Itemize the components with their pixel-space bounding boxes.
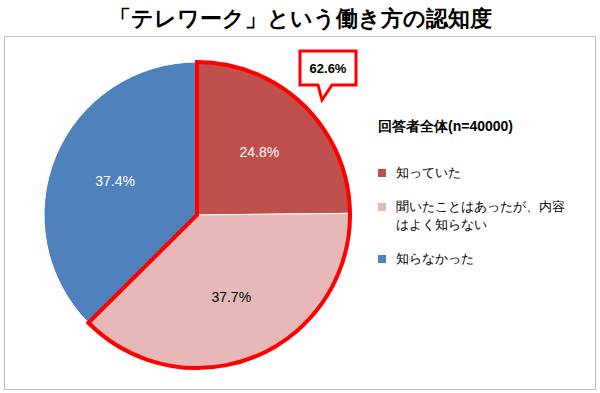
legend-label: 聞いたことはあったが、内容はよく知らない xyxy=(396,199,565,232)
callout: 62.6% xyxy=(300,51,356,100)
legend-swatch xyxy=(378,255,386,263)
callout-box xyxy=(300,51,356,100)
pie-slice xyxy=(44,62,197,323)
chart-root: 「テレワーク」という働き方の認知度 24.8% 37.7% 37.4% 62.6% xyxy=(0,0,600,393)
title: 「テレワーク」という働き方の認知度 xyxy=(109,6,492,31)
legend-item: 知っていた xyxy=(378,164,571,182)
legend-label: 知っていた xyxy=(396,165,461,180)
highlight-outline xyxy=(88,62,350,368)
legend: 回答者全体(n=40000) 知っていた聞いたことはあったが、内容はよく知らない知… xyxy=(378,118,593,284)
legend-label: 知らなかった xyxy=(396,251,474,266)
legend-title: 回答者全体(n=40000) xyxy=(378,118,593,136)
data-label: 37.4% xyxy=(95,173,135,189)
legend-item: 知らなかった xyxy=(378,250,571,268)
legend-item: 聞いたことはあったが、内容はよく知らない xyxy=(378,198,571,234)
data-label: 37.7% xyxy=(211,289,251,305)
legend-swatch xyxy=(378,169,386,177)
data-label: 24.8% xyxy=(240,144,280,160)
legend-swatch xyxy=(378,203,386,211)
plot-frame xyxy=(5,37,596,390)
annotation: 62.6% xyxy=(310,61,347,76)
slices xyxy=(44,62,350,368)
